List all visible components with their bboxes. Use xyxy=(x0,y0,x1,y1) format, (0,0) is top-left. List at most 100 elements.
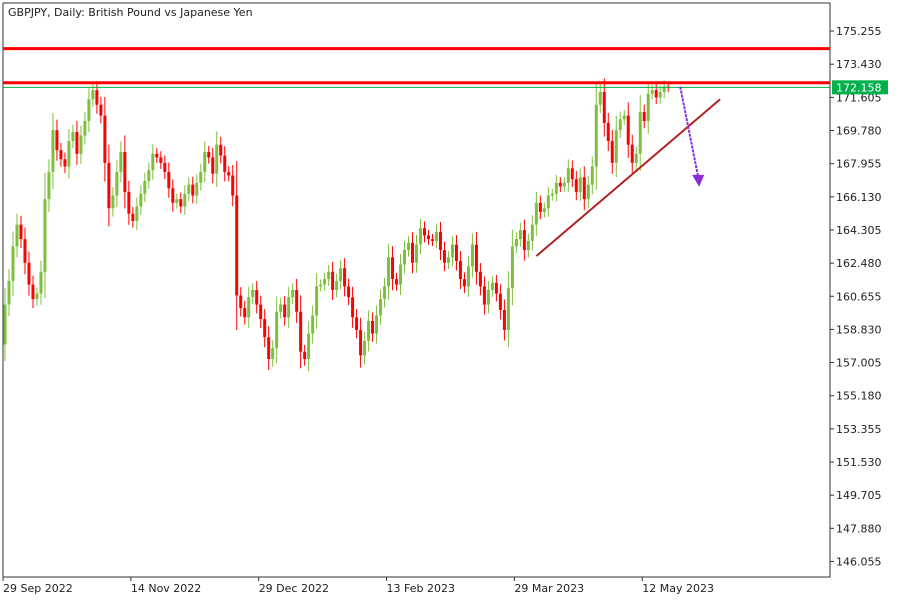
candle-body xyxy=(107,162,111,209)
candle-body xyxy=(570,168,574,180)
candle-body xyxy=(363,340,367,356)
candle-body xyxy=(598,92,602,105)
candle-body xyxy=(351,297,355,318)
candle-body xyxy=(307,333,311,360)
candle-body xyxy=(223,155,227,172)
y-tick-label: 166.130 xyxy=(836,191,882,204)
candle-body xyxy=(614,130,618,163)
candle-body xyxy=(259,304,263,320)
candle-body xyxy=(163,162,167,172)
candle-body xyxy=(566,168,570,183)
candle-body xyxy=(139,193,143,207)
candle-body xyxy=(482,286,486,305)
candle-body xyxy=(311,315,315,334)
candle-body xyxy=(407,242,411,251)
candle-body xyxy=(339,268,343,281)
candle-body xyxy=(490,282,494,290)
candle-body xyxy=(95,90,99,105)
candle-body xyxy=(618,119,622,131)
candle-body xyxy=(303,351,307,360)
candle-body xyxy=(331,271,335,290)
y-tick-label: 151.530 xyxy=(836,456,882,469)
candle-body xyxy=(211,157,215,174)
y-tick-label: 155.180 xyxy=(836,390,882,403)
candle-body xyxy=(11,246,15,281)
y-tick-label: 153.355 xyxy=(836,423,882,436)
candle-body xyxy=(399,264,403,285)
candle-body xyxy=(79,135,83,154)
candle-body xyxy=(371,320,375,334)
x-tick-label: 29 Mar 2023 xyxy=(514,582,584,595)
candle-body xyxy=(31,284,35,300)
candle-body xyxy=(39,271,43,294)
x-tick-label: 13 Feb 2023 xyxy=(387,582,455,595)
candle-body xyxy=(662,86,666,93)
candle-body xyxy=(279,304,283,312)
candle-body xyxy=(383,286,387,300)
candle-body xyxy=(15,224,19,247)
candle-body xyxy=(47,171,51,200)
candle-body xyxy=(179,199,183,207)
candle-body xyxy=(215,144,219,174)
candle-body xyxy=(151,153,155,171)
candle-body xyxy=(143,181,147,194)
candle-body xyxy=(359,329,363,356)
candle-body xyxy=(115,171,119,196)
candle-body xyxy=(271,348,275,360)
forecast-arrowhead-icon xyxy=(692,174,705,187)
candle-body xyxy=(450,244,454,258)
candle-body xyxy=(646,93,650,122)
candle-body xyxy=(534,202,538,225)
candle-body xyxy=(127,191,131,214)
candle-body xyxy=(454,244,458,261)
y-tick-label: 167.955 xyxy=(836,158,882,171)
candle-body xyxy=(275,311,279,349)
candle-body xyxy=(590,166,594,185)
candle-body xyxy=(167,171,171,189)
candle-body xyxy=(478,271,482,287)
candle-body xyxy=(35,293,39,300)
candle-body xyxy=(159,157,163,163)
candle-body xyxy=(474,244,478,272)
candle-body xyxy=(442,250,446,263)
candle-body xyxy=(466,266,470,287)
candle-body xyxy=(207,151,211,158)
candle-body xyxy=(506,288,510,330)
candle-body xyxy=(654,90,658,98)
y-tick-label: 162.480 xyxy=(836,257,882,270)
candle-body xyxy=(542,208,546,212)
candle-body xyxy=(23,239,27,263)
candle-body xyxy=(131,213,135,221)
candle-body xyxy=(83,121,87,136)
candle-body xyxy=(247,297,251,318)
candle-body xyxy=(343,268,347,287)
candle-body xyxy=(594,104,598,167)
candle-body xyxy=(291,290,295,298)
chart-title: GBPJPY, Daily: British Pound vs Japanese… xyxy=(8,6,253,19)
candle-body xyxy=(327,271,331,280)
candle-body xyxy=(219,144,223,156)
candle-body xyxy=(498,293,502,310)
candle-body xyxy=(510,246,514,289)
candle-body xyxy=(67,141,71,167)
y-tick-label: 147.880 xyxy=(836,522,882,535)
candle-body xyxy=(530,224,534,241)
candle-body xyxy=(578,177,582,192)
candle-body xyxy=(239,295,243,309)
y-tick-label: 160.655 xyxy=(836,290,882,303)
candle-body xyxy=(63,159,67,167)
candle-body xyxy=(387,257,391,287)
y-tick-label: 149.705 xyxy=(836,489,882,502)
candle-body xyxy=(602,92,606,123)
candle-body xyxy=(546,195,550,209)
candle-body xyxy=(135,206,139,221)
candle-body xyxy=(658,92,662,98)
candle-body xyxy=(75,131,79,154)
candle-body xyxy=(418,228,422,245)
candle-body xyxy=(319,284,323,287)
y-tick-label: 171.605 xyxy=(836,91,882,104)
candle-body xyxy=(295,290,299,312)
x-tick-label: 12 May 2023 xyxy=(642,582,714,595)
bid-price-label: 172.158 xyxy=(836,81,882,94)
